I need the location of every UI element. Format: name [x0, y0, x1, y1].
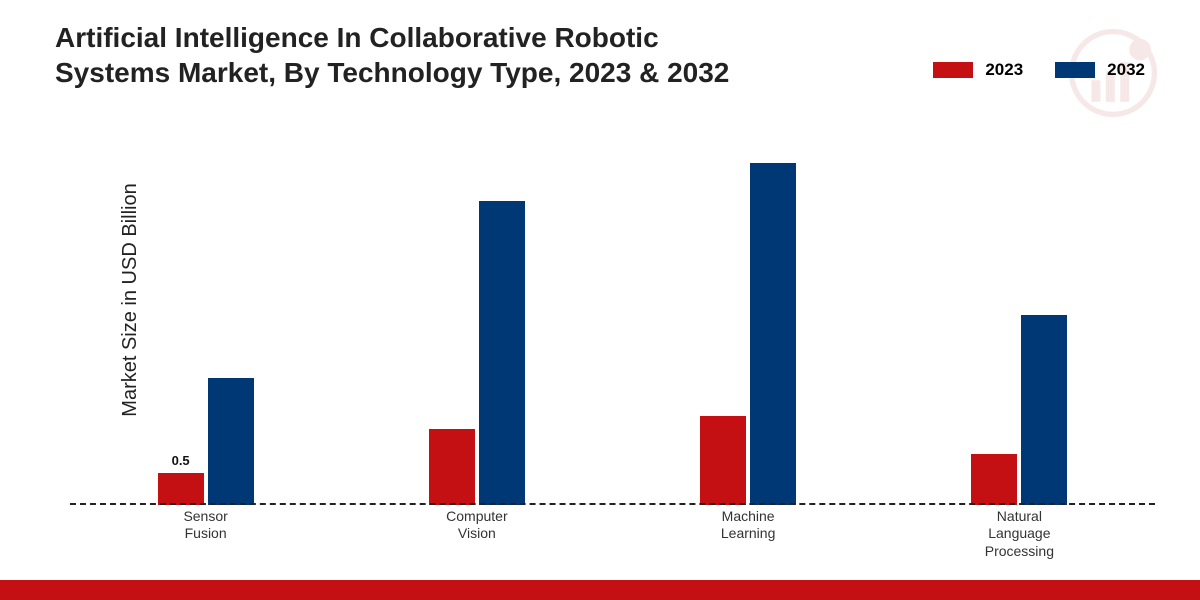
bar-2023 — [429, 429, 475, 505]
x-tick-label: Machine Learning — [613, 508, 884, 561]
bar-groups: 0.5 — [70, 125, 1155, 505]
chart-title: Artificial Intelligence In Collaborative… — [55, 20, 775, 90]
bar-2032 — [208, 378, 254, 505]
x-axis-line — [70, 503, 1155, 505]
bar-2032 — [1021, 315, 1067, 505]
x-tick-label: Natural Language Processing — [884, 508, 1155, 561]
chart-legend: 2023 2032 — [933, 60, 1145, 80]
legend-label: 2032 — [1107, 60, 1145, 80]
legend-label: 2023 — [985, 60, 1023, 80]
chart-header: Artificial Intelligence In Collaborative… — [55, 20, 1145, 90]
bar-2023: 0.5 — [158, 473, 204, 505]
footer-bar — [0, 580, 1200, 600]
bar-group — [884, 315, 1155, 505]
legend-swatch — [1055, 62, 1095, 78]
legend-item: 2023 — [933, 60, 1023, 80]
bar-group: 0.5 — [70, 378, 341, 505]
x-tick-label: Sensor Fusion — [70, 508, 341, 561]
bar-2032 — [750, 163, 796, 505]
bar-2023 — [700, 416, 746, 505]
bar-value-label: 0.5 — [172, 453, 190, 468]
bar-group — [613, 163, 884, 505]
bar-2032 — [479, 201, 525, 505]
x-axis-labels: Sensor FusionComputer VisionMachine Lear… — [70, 508, 1155, 561]
bar-group — [341, 201, 612, 505]
x-tick-label: Computer Vision — [341, 508, 612, 561]
legend-swatch — [933, 62, 973, 78]
plot-area: 0.5 — [70, 125, 1155, 505]
bar-2023 — [971, 454, 1017, 505]
legend-item: 2032 — [1055, 60, 1145, 80]
